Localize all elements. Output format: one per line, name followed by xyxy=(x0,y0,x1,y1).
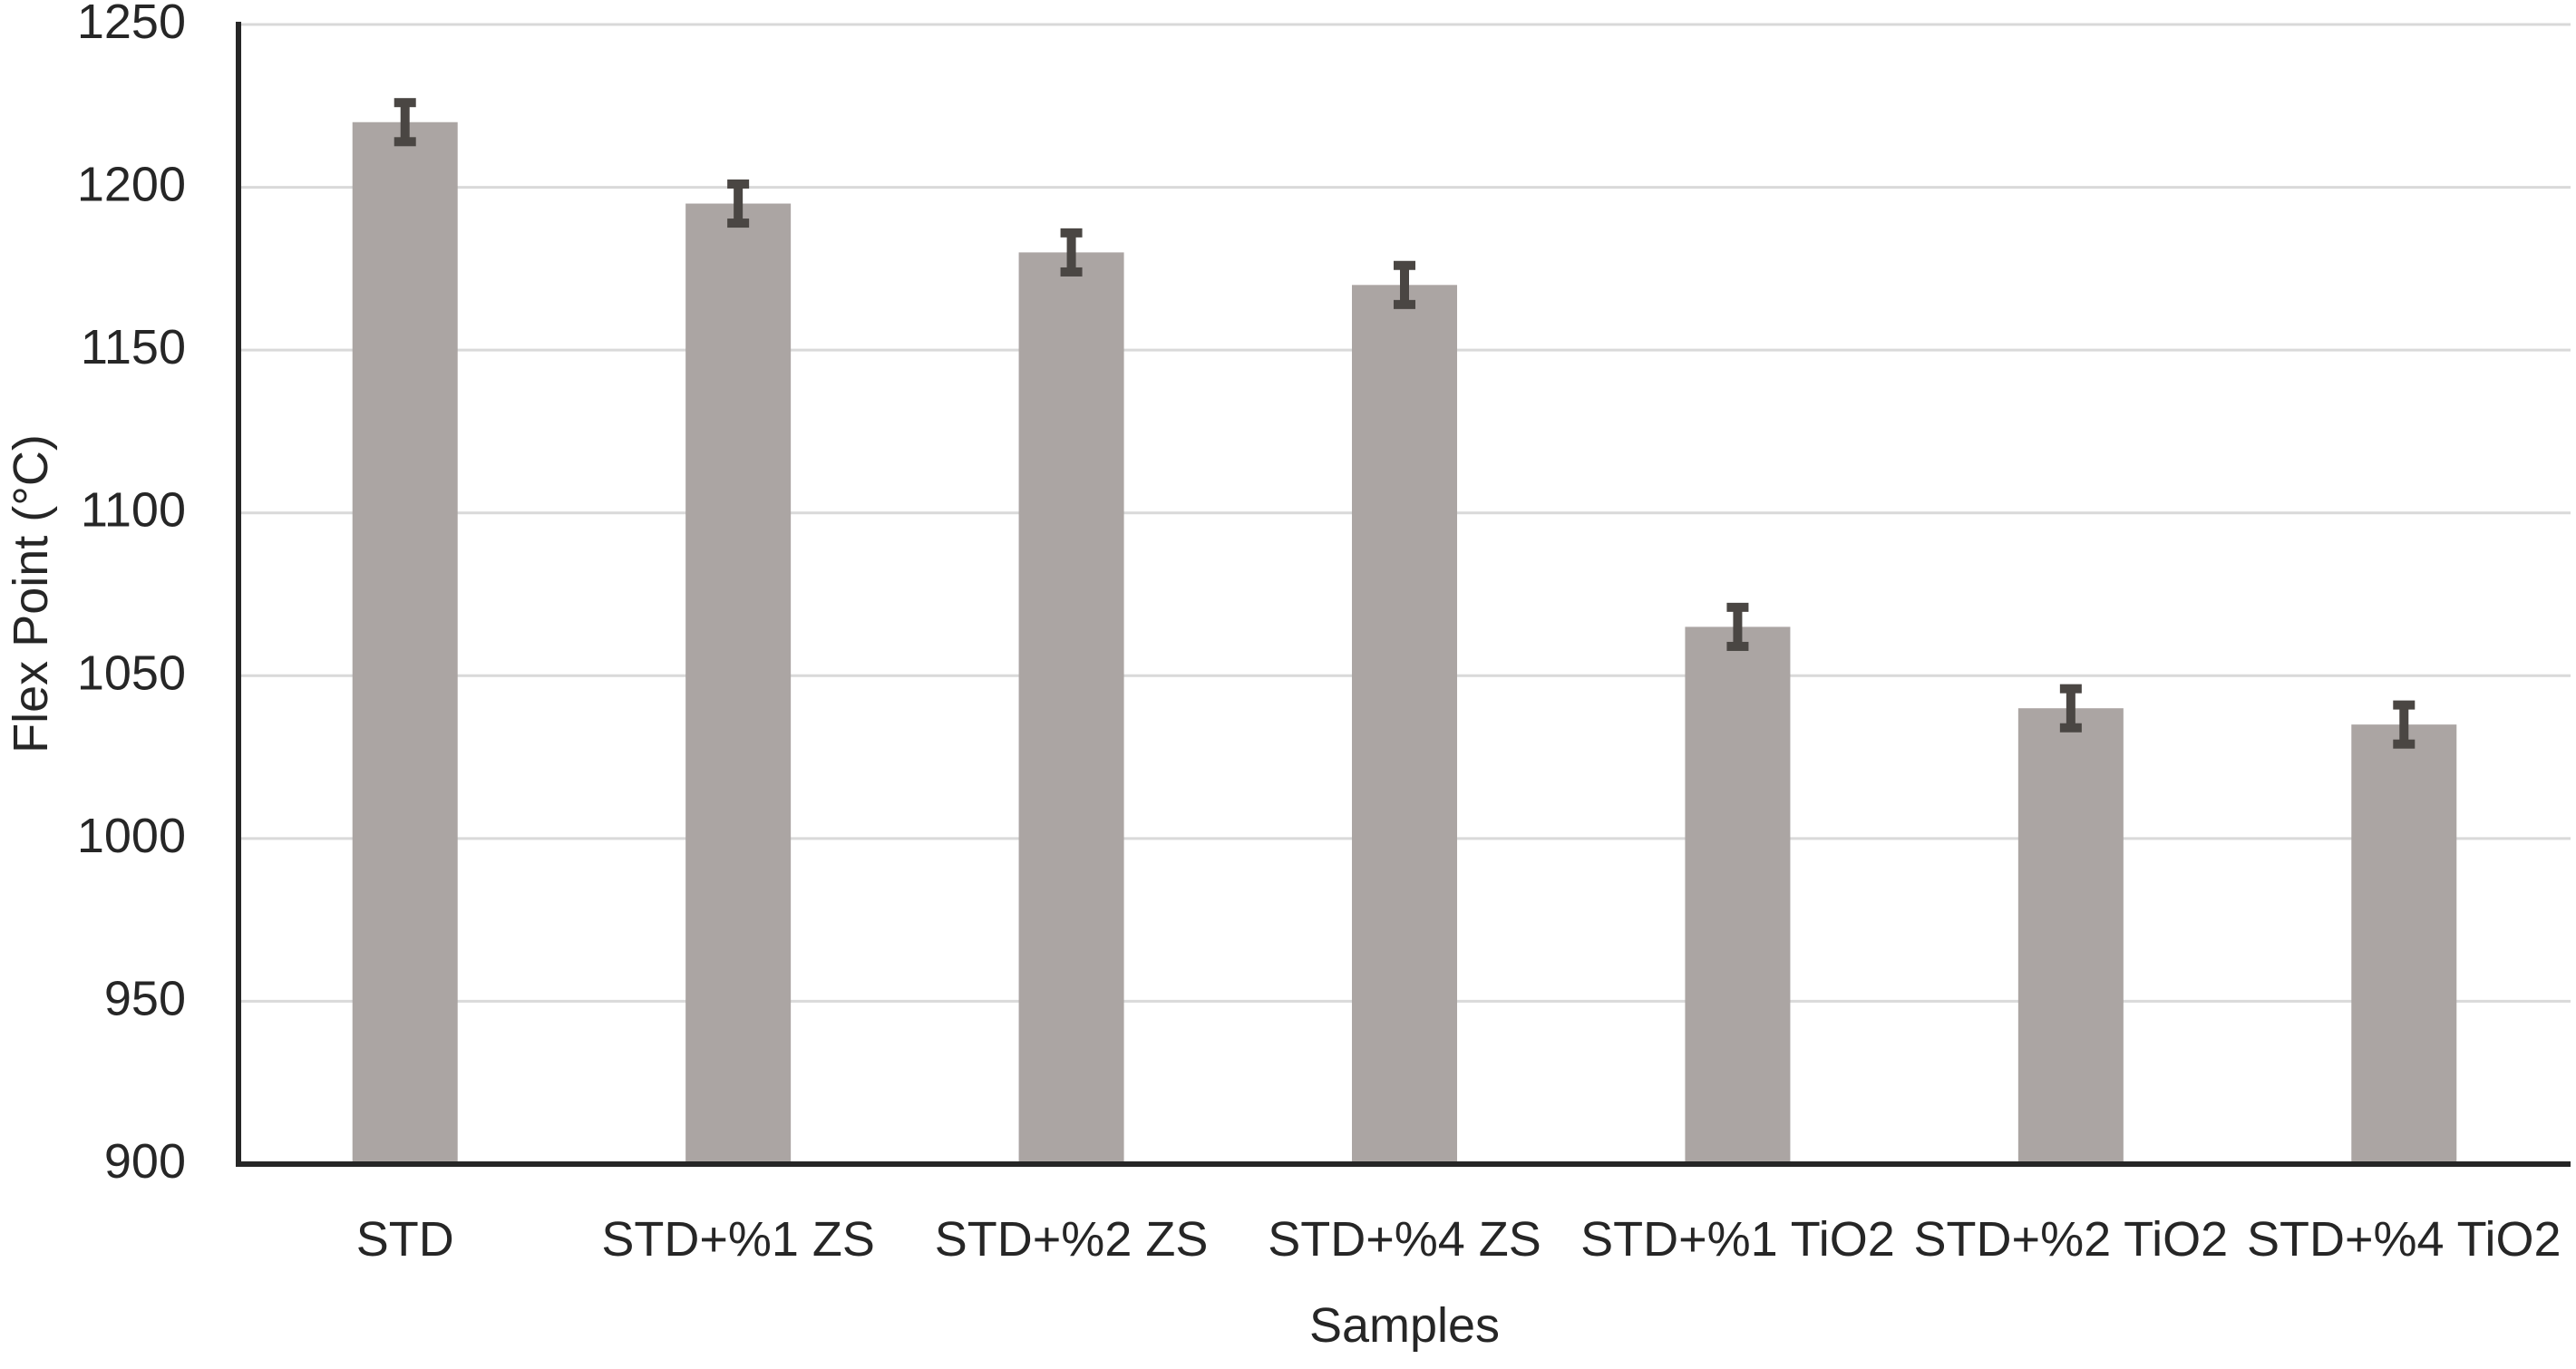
y-tick-labels: 900 950 1000 1050 1100 1150 1200 1250 xyxy=(77,0,186,1189)
x-category-label-STD+%1 ZS: STD+%1 ZS xyxy=(601,1212,875,1267)
y-tick-label-1050: 1050 xyxy=(77,646,186,700)
error-bar-cap-bottom xyxy=(1726,641,1749,651)
bar-STD+%1 ZS xyxy=(685,203,792,1164)
x-category-label-STD+%2 TiO2: STD+%2 TiO2 xyxy=(1914,1212,2229,1267)
error-bar-STD+%4 TiO2 xyxy=(2393,700,2416,749)
error-bars xyxy=(394,98,2416,749)
y-tick-label-1250: 1250 xyxy=(77,0,186,49)
error-bar-stem xyxy=(2399,704,2409,744)
error-bar-cap-bottom xyxy=(727,218,750,228)
error-bar-stem xyxy=(400,102,410,142)
bar-STD+%1 TiO2 xyxy=(1685,626,1791,1164)
y-tick-label-950: 950 xyxy=(104,971,186,1025)
error-bar-stem xyxy=(1733,607,1743,646)
error-bar-cap-bottom xyxy=(394,137,416,147)
error-bar-STD+%2 TiO2 xyxy=(2059,684,2082,733)
error-bar-cap-top xyxy=(394,98,416,108)
error-bar-STD+%2 ZS xyxy=(1060,228,1083,277)
y-axis-title: Flex Point (°C) xyxy=(4,434,58,753)
error-bar-stem xyxy=(1066,232,1076,272)
error-bar-cap-bottom xyxy=(1060,267,1083,277)
error-bar-cap-bottom xyxy=(1394,299,1415,309)
y-tick-label-900: 900 xyxy=(104,1134,186,1189)
bar-series xyxy=(352,121,2457,1164)
bar-STD+%4 ZS xyxy=(1352,285,1457,1164)
y-tick-label-1150: 1150 xyxy=(81,320,186,374)
x-category-label-STD+%2 ZS: STD+%2 ZS xyxy=(935,1212,1209,1267)
error-bar-cap-top xyxy=(1726,602,1749,612)
error-bar-STD xyxy=(394,98,416,147)
x-category-label-STD+%4 ZS: STD+%4 ZS xyxy=(1268,1212,1541,1267)
bar-STD xyxy=(352,121,458,1164)
error-bar-stem xyxy=(2066,688,2075,728)
error-bar-stem xyxy=(1400,265,1409,305)
error-bar-STD+%1 ZS xyxy=(727,179,750,228)
x-category-label-STD+%1 TiO2: STD+%1 TiO2 xyxy=(1580,1212,1895,1267)
error-bar-cap-top xyxy=(2393,700,2416,710)
error-bar-cap-bottom xyxy=(2059,723,2082,733)
error-bar-cap-bottom xyxy=(2393,739,2416,749)
error-bar-cap-top xyxy=(727,179,750,189)
y-tick-label-1200: 1200 xyxy=(77,158,186,212)
x-category-label-STD: STD xyxy=(356,1212,454,1267)
bar-STD+%4 TiO2 xyxy=(2351,724,2457,1164)
bar-STD+%2 TiO2 xyxy=(2017,708,2124,1164)
error-bar-STD+%1 TiO2 xyxy=(1726,602,1749,651)
x-category-labels: STD STD+%1 ZS STD+%2 ZS STD+%4 ZS STD+%1 TiO… xyxy=(356,1212,2561,1267)
error-bar-cap-top xyxy=(1060,228,1083,238)
error-bar-cap-top xyxy=(2059,684,2082,694)
error-bar-STD+%4 ZS xyxy=(1394,260,1415,309)
x-axis-title: Samples xyxy=(1309,1298,1500,1353)
x-category-label-STD+%4 TiO2: STD+%4 TiO2 xyxy=(2247,1212,2561,1267)
y-tick-label-1000: 1000 xyxy=(77,809,186,863)
error-bar-stem xyxy=(734,183,744,224)
bar-STD+%2 ZS xyxy=(1018,252,1124,1164)
y-tick-label-1100: 1100 xyxy=(81,483,186,538)
error-bar-cap-top xyxy=(1394,260,1415,270)
